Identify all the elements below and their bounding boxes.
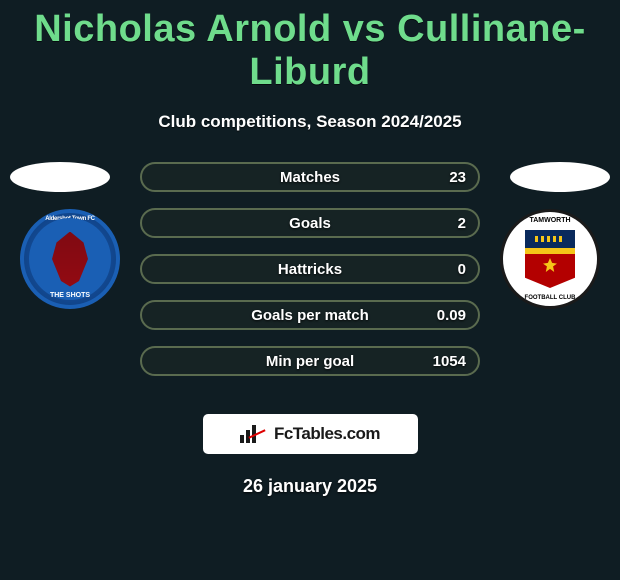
stat-row: Min per goal 1054: [140, 346, 480, 376]
stat-value-right: 0: [458, 261, 466, 278]
comparison-content: Aldershot Town FC THE SHOTS TAMWORTH FOO…: [0, 162, 620, 402]
club-badge-right: TAMWORTH FOOTBALL CLUB: [500, 209, 600, 309]
stat-value-right: 0.09: [437, 307, 466, 324]
player-placeholder-left: [10, 162, 110, 192]
comparison-subtitle: Club competitions, Season 2024/2025: [0, 112, 620, 132]
stat-row: Hattricks 0: [140, 254, 480, 284]
club-badge-left-crest: [29, 218, 111, 300]
club-badge-left-motto: THE SHOTS: [24, 292, 116, 299]
stat-label: Min per goal: [266, 353, 354, 370]
stat-bars: Matches 23 Goals 2 Hattricks 0 Goals per…: [140, 162, 480, 392]
stat-label: Hattricks: [278, 261, 342, 278]
stat-row: Goals 2: [140, 208, 480, 238]
club-badge-right-name: TAMWORTH: [503, 217, 597, 224]
fctables-watermark[interactable]: FcTables.com: [203, 414, 418, 454]
comparison-title: Nicholas Arnold vs Cullinane-Liburd: [0, 0, 620, 94]
stat-value-right: 1054: [433, 353, 466, 370]
player-placeholder-right: [510, 162, 610, 192]
stat-value-right: 2: [458, 215, 466, 232]
stat-label: Matches: [280, 169, 340, 186]
fctables-label: FcTables.com: [274, 424, 380, 444]
stat-value-right: 23: [449, 169, 466, 186]
club-badge-right-subtext: FOOTBALL CLUB: [503, 295, 597, 301]
snapshot-date: 26 january 2025: [0, 476, 620, 497]
stat-row: Matches 23: [140, 162, 480, 192]
club-badge-right-shield: [525, 230, 575, 288]
stat-label: Goals: [289, 215, 331, 232]
club-badge-left: Aldershot Town FC THE SHOTS: [20, 209, 120, 309]
stat-label: Goals per match: [251, 307, 369, 324]
stat-row: Goals per match 0.09: [140, 300, 480, 330]
